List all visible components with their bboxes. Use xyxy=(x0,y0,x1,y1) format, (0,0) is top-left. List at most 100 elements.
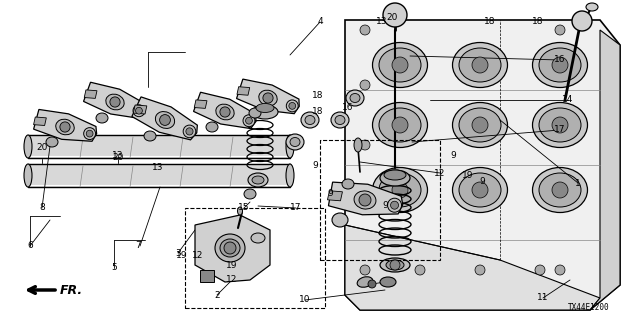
Ellipse shape xyxy=(286,164,294,187)
Ellipse shape xyxy=(354,138,362,152)
Text: 18: 18 xyxy=(312,91,324,100)
Ellipse shape xyxy=(24,135,32,158)
Polygon shape xyxy=(84,82,146,119)
Ellipse shape xyxy=(380,258,410,272)
Text: 12: 12 xyxy=(192,251,204,260)
Ellipse shape xyxy=(532,43,588,87)
Circle shape xyxy=(392,57,408,73)
Text: 12: 12 xyxy=(227,276,237,284)
Circle shape xyxy=(472,57,488,73)
Text: 14: 14 xyxy=(563,95,573,105)
Circle shape xyxy=(390,201,399,209)
Text: 9: 9 xyxy=(312,161,318,170)
Text: 2: 2 xyxy=(214,291,220,300)
Ellipse shape xyxy=(346,90,364,106)
Ellipse shape xyxy=(372,43,428,87)
Text: 19: 19 xyxy=(176,251,188,260)
Ellipse shape xyxy=(388,198,401,212)
Text: 20: 20 xyxy=(387,13,397,22)
Text: 19: 19 xyxy=(227,260,237,269)
Polygon shape xyxy=(133,105,147,114)
Text: 9: 9 xyxy=(382,201,388,210)
Ellipse shape xyxy=(259,90,277,106)
Polygon shape xyxy=(590,30,620,310)
Bar xyxy=(200,270,214,282)
Ellipse shape xyxy=(331,112,349,128)
Text: 12: 12 xyxy=(435,169,445,178)
Ellipse shape xyxy=(539,173,581,207)
Circle shape xyxy=(555,265,565,275)
Ellipse shape xyxy=(248,173,268,187)
Ellipse shape xyxy=(106,94,124,110)
Circle shape xyxy=(552,117,568,133)
Polygon shape xyxy=(237,87,250,95)
Ellipse shape xyxy=(305,116,315,124)
Ellipse shape xyxy=(379,48,421,82)
Ellipse shape xyxy=(249,108,261,118)
Circle shape xyxy=(360,80,370,90)
Circle shape xyxy=(186,128,193,135)
Circle shape xyxy=(360,265,370,275)
Ellipse shape xyxy=(379,108,421,142)
Polygon shape xyxy=(84,90,97,98)
Ellipse shape xyxy=(286,134,304,150)
Ellipse shape xyxy=(251,233,265,243)
Circle shape xyxy=(136,107,142,114)
Circle shape xyxy=(60,122,70,132)
Polygon shape xyxy=(328,182,403,215)
Ellipse shape xyxy=(252,176,264,184)
Circle shape xyxy=(359,194,371,206)
Polygon shape xyxy=(194,100,207,108)
Text: 17: 17 xyxy=(554,125,566,134)
Bar xyxy=(320,140,440,260)
Ellipse shape xyxy=(350,93,360,102)
Bar xyxy=(185,208,325,308)
Polygon shape xyxy=(193,92,256,129)
Ellipse shape xyxy=(342,179,354,189)
Ellipse shape xyxy=(532,167,588,212)
Ellipse shape xyxy=(237,207,243,215)
Circle shape xyxy=(472,117,488,133)
Text: FR.: FR. xyxy=(60,284,83,297)
Ellipse shape xyxy=(286,100,298,112)
Ellipse shape xyxy=(46,137,58,147)
Text: TX44E1200: TX44E1200 xyxy=(568,303,610,312)
Text: 13: 13 xyxy=(112,150,124,159)
Polygon shape xyxy=(237,79,300,114)
Circle shape xyxy=(220,107,230,117)
Text: 18: 18 xyxy=(312,108,324,116)
Circle shape xyxy=(475,265,485,275)
Text: 1: 1 xyxy=(575,179,581,188)
Ellipse shape xyxy=(84,128,95,140)
Ellipse shape xyxy=(206,122,218,132)
Text: 18: 18 xyxy=(484,18,496,27)
Text: 13: 13 xyxy=(376,18,388,27)
Circle shape xyxy=(552,182,568,198)
Circle shape xyxy=(224,242,236,254)
Circle shape xyxy=(246,117,252,124)
Ellipse shape xyxy=(372,167,428,212)
Circle shape xyxy=(552,57,568,73)
Circle shape xyxy=(392,182,408,198)
Ellipse shape xyxy=(290,138,300,147)
Ellipse shape xyxy=(452,102,508,148)
Ellipse shape xyxy=(357,277,373,287)
Circle shape xyxy=(360,25,370,35)
Ellipse shape xyxy=(216,104,234,120)
Circle shape xyxy=(535,265,545,275)
Ellipse shape xyxy=(586,3,598,11)
Ellipse shape xyxy=(183,125,196,138)
Text: 18: 18 xyxy=(532,18,544,27)
Text: 20: 20 xyxy=(112,154,124,163)
Text: 20: 20 xyxy=(36,143,48,153)
Ellipse shape xyxy=(539,108,581,142)
Text: 10: 10 xyxy=(300,295,311,305)
Ellipse shape xyxy=(539,48,581,82)
Circle shape xyxy=(360,200,370,210)
Text: 3: 3 xyxy=(175,249,181,258)
Circle shape xyxy=(392,117,408,133)
Text: 16: 16 xyxy=(554,55,566,65)
Polygon shape xyxy=(345,20,620,310)
Ellipse shape xyxy=(452,43,508,87)
Circle shape xyxy=(383,3,407,27)
